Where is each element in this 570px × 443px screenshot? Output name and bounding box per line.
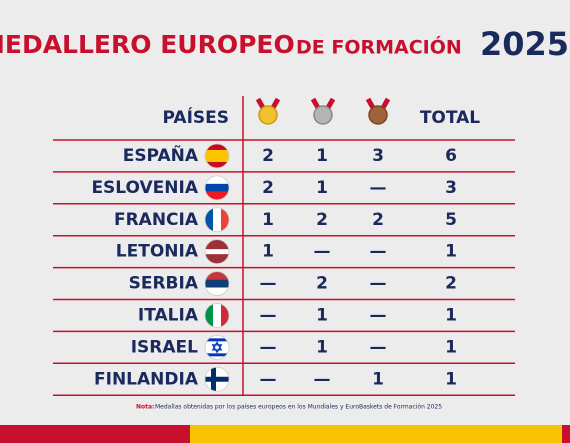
flag-part xyxy=(205,338,229,342)
total-count: 1 xyxy=(445,337,457,357)
flag-border xyxy=(204,366,230,392)
flag xyxy=(204,207,230,233)
flag-fill xyxy=(205,367,229,392)
title-main: MEDALLERO EUROPEO xyxy=(0,30,295,59)
footer-band xyxy=(562,425,570,443)
flag-part xyxy=(205,287,229,296)
flag xyxy=(204,143,230,169)
silver-count: 1 xyxy=(316,305,328,325)
gold-count: 1 xyxy=(262,242,274,262)
total-count: 1 xyxy=(445,369,457,389)
bronze-count: 1 xyxy=(372,369,384,389)
gold-count: — xyxy=(260,337,277,357)
total-count: 1 xyxy=(445,242,457,262)
flag-fill xyxy=(205,271,229,296)
flag xyxy=(204,334,230,360)
flag-border xyxy=(204,239,230,265)
flag-part xyxy=(205,271,229,280)
bronze-count: 2 xyxy=(372,210,384,230)
bronze-count: — xyxy=(370,242,387,262)
flag-fill xyxy=(205,303,229,328)
silver-count: 1 xyxy=(316,337,328,357)
total-count: 3 xyxy=(445,178,457,198)
flag-part xyxy=(205,303,213,328)
flag-part xyxy=(205,183,229,192)
flag-part xyxy=(205,279,229,288)
flag xyxy=(204,366,230,392)
flag-border xyxy=(204,143,230,169)
silver-count: — xyxy=(314,242,331,262)
flag-part xyxy=(205,353,229,357)
flag-part xyxy=(205,207,213,232)
note-label: Nota: xyxy=(136,404,154,411)
silver-count: 2 xyxy=(316,210,328,230)
country-name: FINLANDIA xyxy=(94,369,199,389)
flag-border xyxy=(204,271,230,296)
flag-part xyxy=(205,149,229,162)
silver-count: 2 xyxy=(316,274,328,294)
flag xyxy=(204,239,230,265)
country-name: ESLOVENIA xyxy=(91,178,198,198)
flag-border xyxy=(204,303,230,328)
bronze-count: — xyxy=(370,274,387,294)
footer-band xyxy=(0,425,190,443)
gold-count: — xyxy=(260,274,277,294)
flag-border xyxy=(204,334,230,360)
gold-count: — xyxy=(260,369,277,389)
gold-count: 1 xyxy=(262,210,274,230)
total-count: 1 xyxy=(445,305,457,325)
flag-part xyxy=(205,249,229,255)
flag-part xyxy=(205,376,229,382)
flag-part xyxy=(205,191,229,200)
gold-count: 2 xyxy=(262,178,274,198)
country-name: ESPAÑA xyxy=(123,143,199,166)
footer-band xyxy=(190,425,562,443)
flag xyxy=(204,175,230,201)
flag-part xyxy=(211,341,223,354)
total-count: 2 xyxy=(445,274,457,294)
title-year: 2025 xyxy=(480,25,569,63)
bronze-count: — xyxy=(370,337,387,357)
flag-part xyxy=(221,207,229,232)
flag-fill xyxy=(205,143,229,168)
flag-part xyxy=(213,303,221,328)
country-name: SERBIA xyxy=(129,274,199,294)
country-name: LETONIA xyxy=(116,242,199,262)
column-header: PAÍSES xyxy=(163,106,229,128)
column-header: TOTAL xyxy=(420,108,480,128)
bronze-count: — xyxy=(370,178,387,198)
flag xyxy=(204,303,230,328)
flag-fill xyxy=(205,175,229,200)
silver-count: — xyxy=(314,369,331,389)
gold-count: 2 xyxy=(262,146,274,166)
bronze-count: 3 xyxy=(372,146,384,166)
flag-fill xyxy=(205,239,229,264)
silver-count: 1 xyxy=(316,146,328,166)
flag-border xyxy=(204,207,230,233)
country-name: ITALIA xyxy=(138,305,199,325)
flag-fill xyxy=(205,335,229,360)
flag-part xyxy=(221,303,229,328)
flag-fill xyxy=(205,207,229,232)
title-sub: DE FORMACIÓN xyxy=(296,35,462,59)
country-name: FRANCIA xyxy=(114,210,199,230)
flag-part xyxy=(213,207,221,232)
note-text: Medallas obtenidas por los países europe… xyxy=(155,404,442,411)
total-count: 5 xyxy=(445,210,457,230)
medal-icons xyxy=(255,97,391,125)
flag-part xyxy=(205,175,229,184)
flag xyxy=(204,271,230,296)
gold-count: — xyxy=(260,305,277,325)
flag-border xyxy=(204,175,230,201)
silver-count: 1 xyxy=(316,178,328,198)
bronze-count: — xyxy=(370,305,387,325)
country-name: ISRAEL xyxy=(131,337,198,357)
total-count: 6 xyxy=(445,146,457,166)
